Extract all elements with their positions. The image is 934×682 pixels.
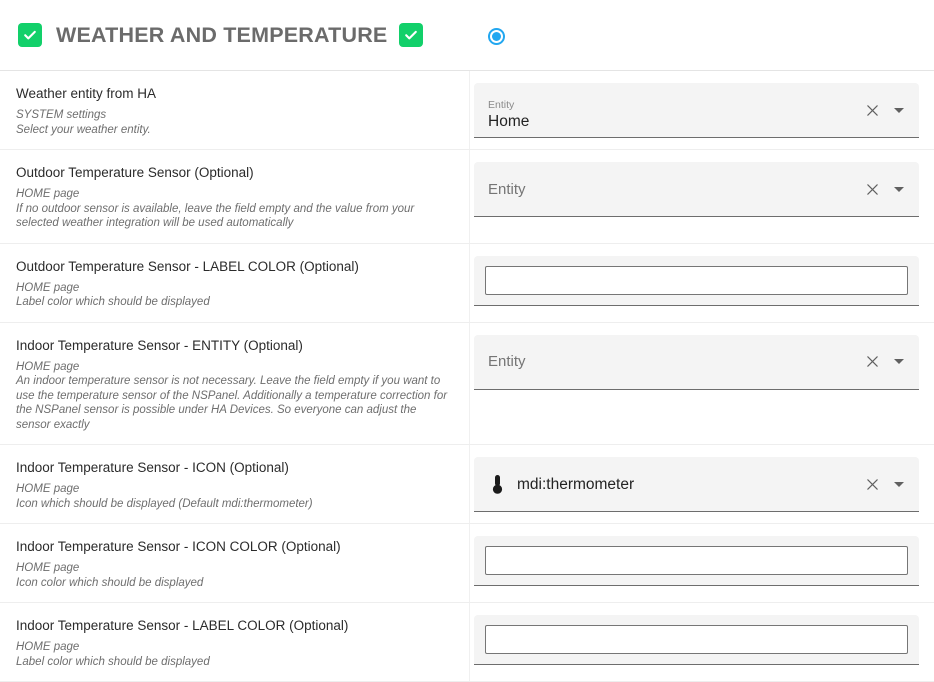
entity-field-label: Entity xyxy=(488,98,515,111)
setting-scope: HOME page xyxy=(16,360,80,373)
setting-row-info: Outdoor Temperature Sensor - LABEL COLOR… xyxy=(0,243,470,322)
setting-row: Indoor Temperature Sensor - ICON COLOR (… xyxy=(0,524,934,603)
caret-shape xyxy=(894,481,904,487)
section-header: WEATHER AND TEMPERATURE xyxy=(0,0,934,71)
setting-row-info: Indoor Temperature Sensor - ENTITY (Opti… xyxy=(0,322,470,444)
setting-row: Indoor Temperature Sensor - LABEL COLOR … xyxy=(0,603,934,682)
color-picker-field[interactable] xyxy=(474,255,919,306)
setting-label: Outdoor Temperature Sensor (Optional) xyxy=(16,165,254,180)
setting-row-info: Indoor Temperature Sensor - ICON COLOR (… xyxy=(0,524,470,602)
settings-rows: Weather entity from HA SYSTEM settings S… xyxy=(0,71,934,682)
caret-shape xyxy=(894,107,904,113)
setting-row-info: Outdoor Temperature Sensor (Optional) HO… xyxy=(0,150,470,243)
entity-field-actions xyxy=(854,352,909,372)
page-title: WEATHER AND TEMPERATURE xyxy=(56,22,388,47)
setting-row-info: Weather entity from HA SYSTEM settings S… xyxy=(0,71,470,149)
color-picker-field[interactable] xyxy=(474,615,919,665)
setting-row: Outdoor Temperature Sensor - LABEL COLOR… xyxy=(0,243,934,323)
chevron-down-icon[interactable] xyxy=(889,179,909,199)
color-input[interactable] xyxy=(485,265,908,295)
setting-description: HOME page If no outdoor sensor is availa… xyxy=(16,187,449,231)
setting-row-control xyxy=(470,244,934,316)
setting-row-control xyxy=(470,524,934,596)
setting-help-text: Icon color which should be displayed xyxy=(16,576,204,589)
chevron-down-icon[interactable] xyxy=(889,474,909,494)
setting-help-text: Icon which should be displayed (Default … xyxy=(16,497,313,510)
setting-scope: HOME page xyxy=(16,188,80,200)
clear-icon[interactable] xyxy=(862,100,882,120)
setting-row-control: mdi:thermometer xyxy=(470,445,934,522)
setting-help-text: Label color which should be displayed xyxy=(16,655,210,668)
radio-selected-icon xyxy=(487,27,505,45)
entity-field-actions xyxy=(854,83,909,137)
setting-scope: HOME page xyxy=(16,483,80,495)
setting-row-info: Indoor Temperature Sensor - LABEL COLOR … xyxy=(0,603,470,681)
entity-field-placeholder: Entity xyxy=(488,353,526,370)
chevron-down-icon[interactable] xyxy=(889,100,909,120)
entity-select-field[interactable]: Entity Home xyxy=(474,83,919,138)
entity-field-value: Home xyxy=(488,112,530,130)
setting-row-control: Entity xyxy=(470,150,934,227)
settings-page: WEATHER AND TEMPERATURE Weather entity f… xyxy=(0,0,934,640)
icon-select-field[interactable]: mdi:thermometer xyxy=(474,457,919,512)
setting-description: HOME page An indoor temperature sensor i… xyxy=(16,360,449,433)
entity-field-actions xyxy=(854,179,909,199)
icon-field-value: mdi:thermometer xyxy=(517,476,635,493)
clear-icon[interactable] xyxy=(862,474,882,494)
icon-select-content: mdi:thermometer xyxy=(488,457,854,511)
color-picker-field[interactable] xyxy=(474,536,919,586)
section-radio-button[interactable] xyxy=(484,24,508,48)
entity-select-content: Entity xyxy=(488,162,854,216)
setting-label: Outdoor Temperature Sensor - LABEL COLOR… xyxy=(16,258,359,274)
setting-label: Indoor Temperature Sensor - ICON COLOR (… xyxy=(16,539,341,554)
setting-row-info: Indoor Temperature Sensor - ICON (Option… xyxy=(0,445,470,523)
setting-label: Indoor Temperature Sensor - ENTITY (Opti… xyxy=(16,337,303,353)
setting-row: Weather entity from HA SYSTEM settings S… xyxy=(0,71,934,150)
icon-value-row: mdi:thermometer xyxy=(488,457,854,511)
setting-description: HOME page Icon which should be displayed… xyxy=(16,482,449,511)
setting-row: Outdoor Temperature Sensor (Optional) HO… xyxy=(0,150,934,244)
clear-icon[interactable] xyxy=(862,352,882,372)
entity-select-content: Entity Home xyxy=(488,83,854,137)
entity-select-field[interactable]: Entity xyxy=(474,334,919,390)
clear-icon[interactable] xyxy=(862,179,882,199)
setting-scope: HOME page xyxy=(16,281,80,294)
setting-scope: SYSTEM settings xyxy=(16,109,107,121)
setting-scope: HOME page xyxy=(16,641,80,653)
section-enable-checkbox-left[interactable] xyxy=(18,23,42,47)
setting-help-text: Label color which should be displayed xyxy=(16,296,210,308)
setting-description: HOME page Icon color which should be dis… xyxy=(16,561,449,590)
entity-select-content: Entity xyxy=(488,335,854,389)
setting-row-control xyxy=(470,603,934,675)
caret-shape xyxy=(894,186,904,192)
setting-row: Indoor Temperature Sensor - ENTITY (Opti… xyxy=(0,322,934,445)
setting-description: SYSTEM settings Select your weather enti… xyxy=(16,108,449,137)
color-input[interactable] xyxy=(485,546,908,575)
setting-label: Indoor Temperature Sensor - LABEL COLOR … xyxy=(16,618,349,633)
setting-help-text: An indoor temperature sensor is not nece… xyxy=(16,375,448,431)
setting-row-control: Entity xyxy=(470,323,934,400)
setting-scope: HOME page xyxy=(16,562,80,574)
thermometer-icon xyxy=(488,473,506,495)
chevron-down-icon[interactable] xyxy=(889,352,909,372)
setting-row: Indoor Temperature Sensor - ICON (Option… xyxy=(0,445,934,524)
entity-select-field[interactable]: Entity xyxy=(474,162,919,217)
setting-label: Weather entity from HA xyxy=(16,86,157,101)
setting-description: HOME page Label color which should be di… xyxy=(16,281,449,310)
caret-shape xyxy=(894,359,904,364)
setting-row-control: Entity Home xyxy=(470,71,934,148)
setting-label: Indoor Temperature Sensor - ICON (Option… xyxy=(16,460,289,475)
section-enable-checkbox-right[interactable] xyxy=(399,23,424,47)
setting-description: HOME page Label color which should be di… xyxy=(16,640,449,669)
entity-field-placeholder: Entity xyxy=(488,180,526,198)
setting-help-text: Select your weather entity. xyxy=(16,123,151,136)
setting-help-text: If no outdoor sensor is available, leave… xyxy=(16,202,415,230)
icon-field-actions xyxy=(854,474,909,494)
